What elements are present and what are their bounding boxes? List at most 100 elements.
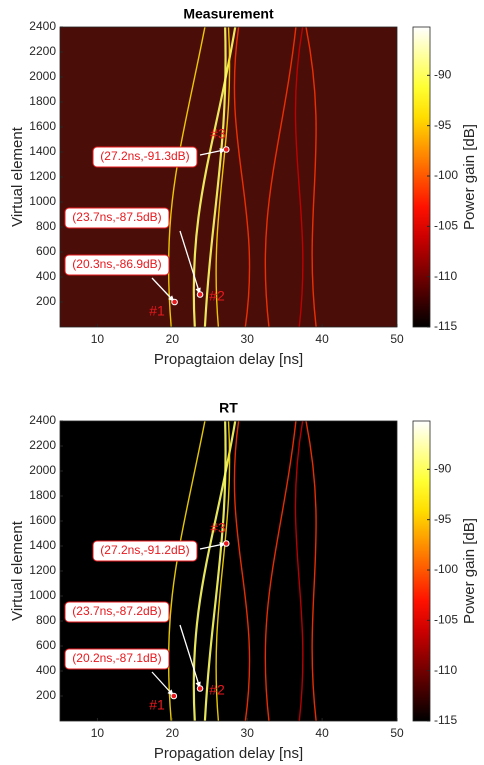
heatmap-traces — [167, 27, 317, 327]
chart-title: RT — [219, 400, 238, 416]
trace — [233, 27, 251, 327]
colorbar — [412, 420, 431, 722]
annotation-label: (20.3ns,-86.9dB) — [72, 257, 161, 271]
trace — [203, 27, 227, 327]
trace — [192, 27, 237, 327]
y-tick-label: 1600 — [29, 513, 56, 527]
x-tick-label: 10 — [91, 726, 105, 740]
trace — [305, 27, 317, 327]
y-tick-label: 1000 — [29, 194, 56, 208]
annotation-point — [170, 692, 178, 700]
y-tick-label: 2200 — [29, 44, 56, 58]
x-tick-label: 50 — [390, 726, 404, 740]
trace — [215, 27, 231, 327]
colorbar-tick-label: -100 — [434, 168, 458, 182]
colorbar-tick-label: -115 — [434, 713, 457, 727]
annotation-box — [64, 254, 170, 276]
y-tick-label: 1000 — [29, 588, 56, 602]
heatmap-background — [60, 27, 397, 327]
colorbar — [412, 26, 431, 328]
colorbar-label: Power gain [dB] — [461, 124, 478, 230]
colorbar-label: Power gain [dB] — [461, 518, 478, 624]
annotation-label: (20.2ns,-87.1dB) — [72, 651, 161, 665]
annotation-label: (23.7ns,-87.5dB) — [72, 210, 161, 224]
colorbar-tick-label: -90 — [434, 67, 452, 81]
x-tick-label: 40 — [315, 726, 329, 740]
y-tick-label: 2400 — [29, 413, 56, 427]
colorbar-tick-label: -110 — [434, 269, 457, 283]
annotation-box — [64, 601, 170, 623]
colorbar-tick-label: -100 — [434, 562, 458, 576]
annotation-arrow — [179, 624, 201, 689]
annotation-marker: #1 — [149, 303, 165, 319]
y-tick-label: 1400 — [29, 144, 56, 158]
colorbar-tick-label: -95 — [434, 512, 452, 526]
y-tick-label: 1800 — [29, 488, 56, 502]
annotation-box — [64, 648, 170, 670]
annotation-marker: #3 — [210, 126, 226, 142]
colorbar-tick-label: -110 — [434, 663, 457, 677]
y-axis-label: Virtual element — [9, 126, 26, 227]
trace — [167, 421, 206, 721]
annotation-point — [196, 685, 204, 692]
annotation-label: (27.2ns,-91.2dB) — [100, 543, 189, 557]
annotation-box — [92, 146, 198, 168]
y-tick-label: 1400 — [29, 538, 56, 552]
x-tick-label: 30 — [241, 332, 255, 346]
annotation-marker: #3 — [210, 520, 226, 536]
trace — [167, 27, 206, 327]
trace — [264, 421, 297, 721]
colorbar-tick-label: -95 — [434, 118, 452, 132]
trace — [203, 421, 227, 721]
annotation-point — [171, 298, 178, 306]
y-tick-label: 2000 — [29, 69, 56, 83]
y-tick-label: 600 — [36, 244, 56, 258]
annotation-label: (27.2ns,-91.3dB) — [100, 149, 189, 163]
trace — [294, 421, 304, 721]
y-axis-label: Virtual element — [9, 520, 26, 621]
annotation-point — [196, 291, 204, 298]
trace — [233, 421, 251, 721]
trace — [215, 421, 231, 721]
annotation-arrow — [179, 230, 201, 295]
y-tick-label: 800 — [36, 219, 56, 233]
trace — [294, 27, 304, 327]
heatmap-traces — [167, 421, 317, 721]
y-tick-label: 400 — [36, 663, 56, 677]
chart-title: Measurement — [183, 6, 274, 22]
y-tick-label: 2000 — [29, 463, 56, 477]
colorbar-tick-label: -105 — [434, 613, 458, 627]
trace — [264, 27, 297, 327]
x-tick-label: 20 — [166, 726, 180, 740]
annotation-label: (23.7ns,-87.2dB) — [72, 604, 161, 618]
y-tick-label: 1200 — [29, 563, 56, 577]
y-tick-label: 2400 — [29, 19, 56, 33]
annotation-point — [222, 146, 230, 153]
heatmap-background — [60, 421, 397, 721]
x-tick-label: 30 — [241, 726, 255, 740]
y-tick-label: 600 — [36, 638, 56, 652]
trace — [305, 421, 317, 721]
y-tick-label: 1800 — [29, 94, 56, 108]
annotation-point — [222, 540, 230, 547]
annotation-marker: #1 — [149, 697, 165, 713]
trace — [192, 421, 237, 721]
y-tick-label: 200 — [36, 294, 56, 308]
annotation-box — [92, 540, 198, 562]
y-tick-label: 800 — [36, 613, 56, 627]
y-tick-label: 2200 — [29, 438, 56, 452]
x-tick-label: 50 — [390, 332, 404, 346]
x-axis-label: Propagtaion delay [ns] — [154, 351, 303, 368]
annotation-marker: #2 — [209, 682, 225, 698]
colorbar-tick-label: -90 — [434, 461, 452, 475]
y-tick-label: 1200 — [29, 169, 56, 183]
annotation-marker: #2 — [209, 288, 225, 304]
colorbar-tick-label: -115 — [434, 319, 457, 333]
colorbar-tick-label: -105 — [434, 219, 458, 233]
x-tick-label: 10 — [91, 332, 105, 346]
x-tick-label: 20 — [166, 332, 180, 346]
x-tick-label: 40 — [315, 332, 329, 346]
y-tick-label: 1600 — [29, 119, 56, 133]
y-tick-label: 400 — [36, 269, 56, 283]
